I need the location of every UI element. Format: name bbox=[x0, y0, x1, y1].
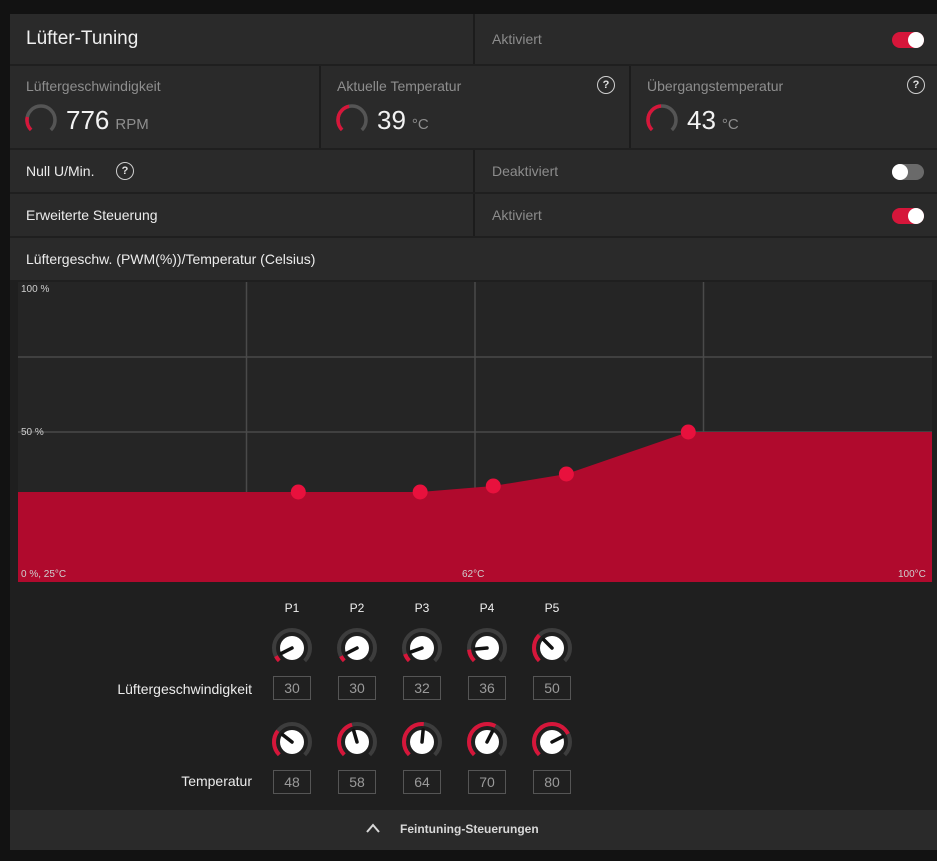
toggle-knob bbox=[908, 208, 924, 224]
zero-rpm-status-cell: Deaktiviert bbox=[475, 150, 937, 192]
metric-current-temp: Aktuelle Temperatur ? 39 °C bbox=[321, 66, 629, 148]
metric-junction-temp: Übergangstemperatur ? 43 °C bbox=[631, 66, 937, 148]
divider bbox=[629, 66, 631, 148]
speed-input-p4[interactable]: 36 bbox=[468, 676, 506, 700]
help-icon[interactable]: ? bbox=[597, 76, 615, 94]
temp-input-p3[interactable]: 64 bbox=[403, 770, 441, 794]
fan-curve-svg[interactable] bbox=[18, 282, 932, 582]
speed-knob-p2[interactable] bbox=[336, 627, 378, 669]
value-number: 776 bbox=[66, 105, 110, 135]
chevron-up-icon[interactable] bbox=[366, 823, 380, 833]
fan-tuning-panel: Lüfter-Tuning Aktiviert Lüftergeschwindi… bbox=[10, 14, 937, 850]
zero-rpm-status: Deaktiviert bbox=[492, 163, 559, 179]
temp-knob-p2[interactable] bbox=[336, 721, 378, 763]
speed-knob-p4[interactable] bbox=[466, 627, 508, 669]
temp-input-p4[interactable]: 70 bbox=[468, 770, 506, 794]
temp-row-label: Temperatur bbox=[181, 773, 252, 789]
advanced-control-row: Erweiterte Steuerung Aktiviert bbox=[10, 194, 937, 236]
toggle-knob bbox=[908, 32, 924, 48]
fan-tuning-status: Aktiviert bbox=[492, 31, 542, 47]
zero-rpm-toggle[interactable] bbox=[892, 164, 924, 180]
curve-title-row: Lüftergeschw. (PWM(%))/Temperatur (Celsi… bbox=[10, 238, 937, 280]
temp-input-p2[interactable]: 58 bbox=[338, 770, 376, 794]
zero-rpm-label: Null U/Min. bbox=[26, 163, 95, 179]
fan-speed-value: 776 RPM bbox=[66, 105, 149, 136]
fan-tuning-toggle[interactable] bbox=[892, 32, 924, 48]
curve-point-p4[interactable] bbox=[558, 466, 574, 482]
divider bbox=[473, 14, 475, 64]
y-tick-50: 50 % bbox=[21, 427, 44, 438]
metrics-row: Lüftergeschwindigkeit 776 RPM Aktuelle Te… bbox=[10, 66, 937, 148]
temp-knob-p1[interactable] bbox=[271, 721, 313, 763]
help-icon[interactable]: ? bbox=[116, 162, 134, 180]
help-icon[interactable]: ? bbox=[907, 76, 925, 94]
divider bbox=[319, 66, 321, 148]
page-title: Lüfter-Tuning bbox=[26, 28, 139, 49]
curve-title: Lüftergeschw. (PWM(%))/Temperatur (Celsi… bbox=[26, 251, 316, 267]
advanced-control-toggle[interactable] bbox=[892, 208, 924, 224]
advanced-label-cell: Erweiterte Steuerung bbox=[10, 194, 473, 236]
x-tick-max: 100°C bbox=[898, 569, 926, 580]
point-header: P2 bbox=[349, 601, 365, 615]
temp-knob-p4[interactable] bbox=[466, 721, 508, 763]
curve-point-p1[interactable] bbox=[290, 484, 306, 500]
curve-point-p3[interactable] bbox=[485, 478, 501, 494]
fan-speed-gauge-icon bbox=[25, 104, 57, 136]
header-status-cell: Aktiviert bbox=[475, 14, 937, 64]
junction-gauge-icon bbox=[646, 104, 678, 136]
speed-input-p3[interactable]: 32 bbox=[403, 676, 441, 700]
metric-label: Übergangstemperatur bbox=[647, 78, 784, 94]
metric-label: Aktuelle Temperatur bbox=[337, 78, 462, 94]
speed-input-p2[interactable]: 30 bbox=[338, 676, 376, 700]
header-title-cell: Lüfter-Tuning bbox=[10, 14, 473, 64]
speed-input-p5[interactable]: 50 bbox=[533, 676, 571, 700]
temp-input-p1[interactable]: 48 bbox=[273, 770, 311, 794]
toggle-knob bbox=[892, 164, 908, 180]
temp-knob-p5[interactable] bbox=[531, 721, 573, 763]
zero-rpm-label-cell: Null U/Min. ? bbox=[10, 150, 473, 192]
point-header: P3 bbox=[414, 601, 430, 615]
y-tick-100: 100 % bbox=[21, 284, 50, 295]
value-unit: °C bbox=[411, 116, 429, 133]
divider bbox=[473, 194, 475, 236]
speed-row-label: Lüftergeschwindigkeit bbox=[117, 681, 252, 697]
fan-curve-chart[interactable]: 100 % 50 % 0 %, 25°C 62°C 100°C bbox=[18, 282, 932, 582]
speed-knob-p5[interactable] bbox=[531, 627, 573, 669]
point-header: P4 bbox=[479, 601, 495, 615]
value-number: 43 bbox=[687, 105, 716, 135]
temp-knob-p3[interactable] bbox=[401, 721, 443, 763]
advanced-control-status: Aktiviert bbox=[492, 207, 542, 223]
point-header: P1 bbox=[284, 601, 300, 615]
advanced-status-cell: Aktiviert bbox=[475, 194, 937, 236]
temp-gauge-icon bbox=[336, 104, 368, 136]
curve-point-p5[interactable] bbox=[680, 424, 696, 440]
value-unit: RPM bbox=[115, 116, 149, 133]
zero-rpm-row: Null U/Min. ? Deaktiviert bbox=[10, 150, 937, 192]
fan-tuning-header: Lüfter-Tuning Aktiviert bbox=[10, 14, 937, 64]
value-unit: °C bbox=[721, 116, 739, 133]
curve-point-p2[interactable] bbox=[412, 484, 428, 500]
metric-fan-speed: Lüftergeschwindigkeit 776 RPM bbox=[10, 66, 319, 148]
current-temp-value: 39 °C bbox=[377, 105, 429, 136]
point-header: P5 bbox=[544, 601, 560, 615]
speed-knob-p1[interactable] bbox=[271, 627, 313, 669]
x-tick-mid: 62°C bbox=[462, 569, 485, 580]
speed-input-p1[interactable]: 30 bbox=[273, 676, 311, 700]
speed-knob-p3[interactable] bbox=[401, 627, 443, 669]
value-number: 39 bbox=[377, 105, 406, 135]
curve-points[interactable] bbox=[290, 424, 696, 500]
fine-tuning-label[interactable]: Feintuning-Steuerungen bbox=[400, 822, 539, 836]
origin-tick: 0 %, 25°C bbox=[21, 569, 67, 580]
junction-temp-value: 43 °C bbox=[687, 105, 739, 136]
metric-label: Lüftergeschwindigkeit bbox=[26, 78, 161, 94]
fine-tuning-footer[interactable]: Feintuning-Steuerungen bbox=[10, 810, 937, 850]
temp-input-p5[interactable]: 80 bbox=[533, 770, 571, 794]
divider bbox=[473, 150, 475, 192]
curve-area bbox=[18, 432, 932, 582]
advanced-control-label: Erweiterte Steuerung bbox=[26, 207, 158, 223]
